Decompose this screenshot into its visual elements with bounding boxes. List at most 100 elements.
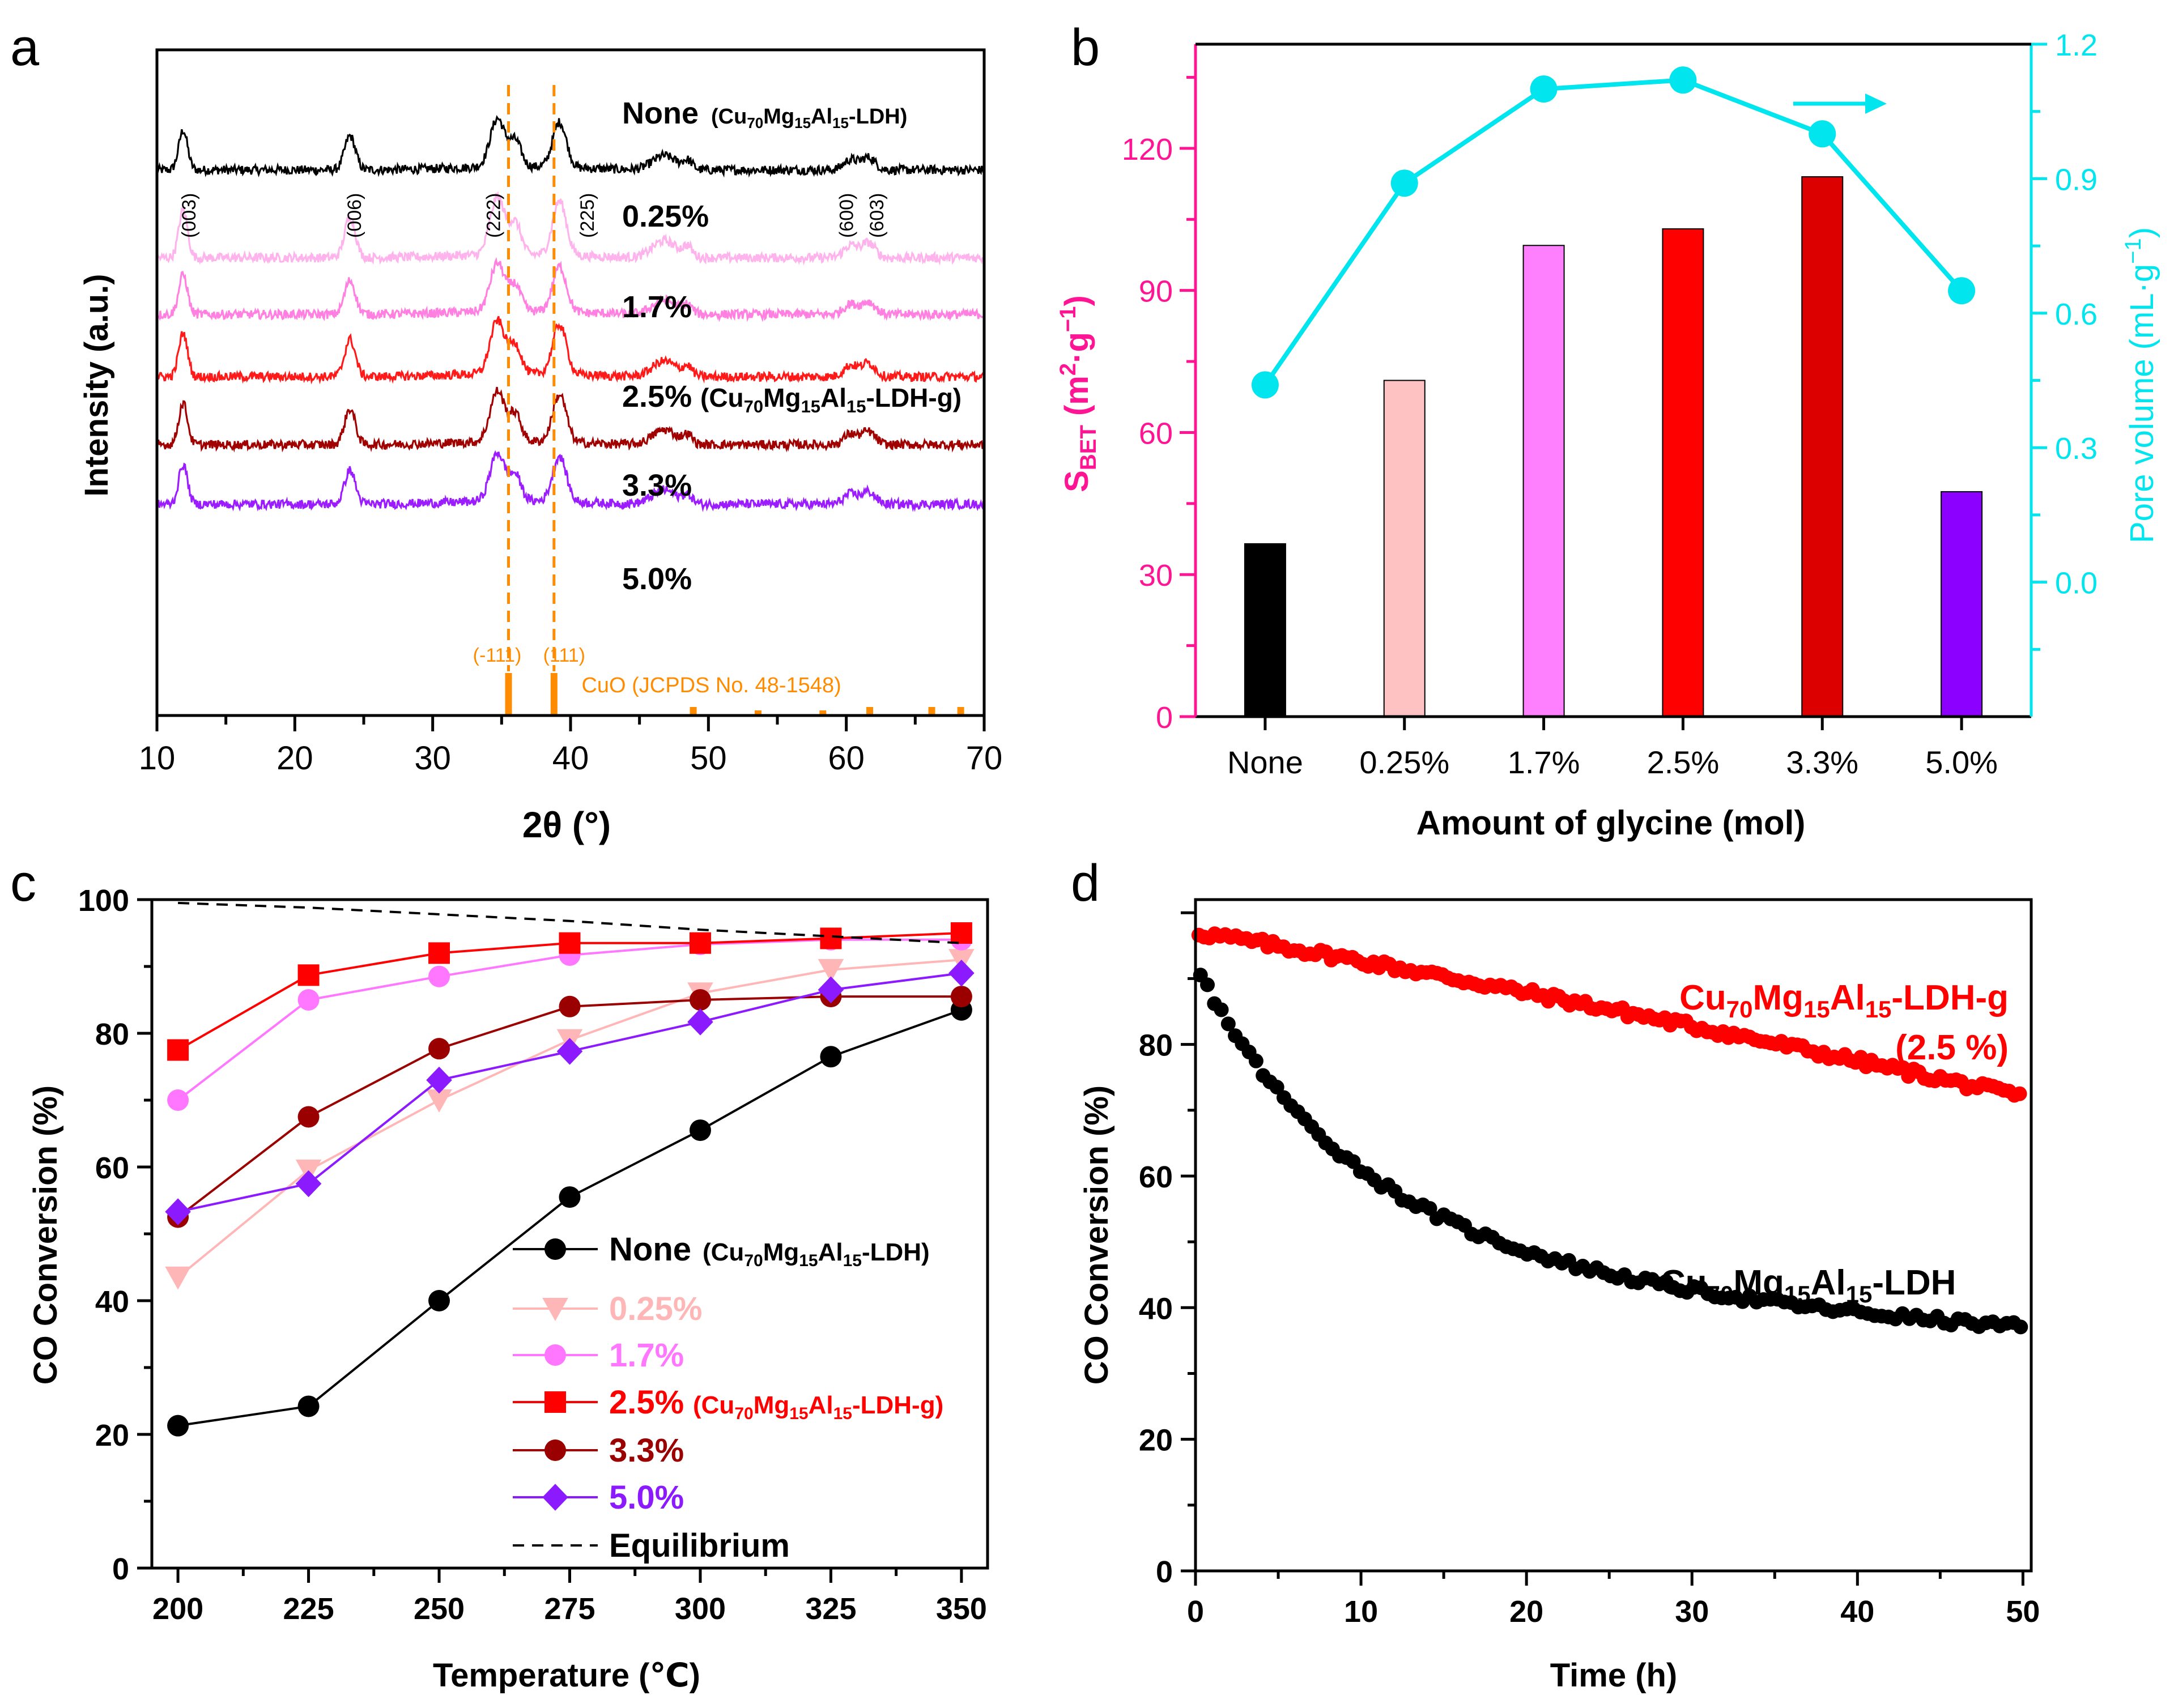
peak-label: (222) [483,193,505,238]
conversion-point-3.3% [689,989,711,1011]
pore-volume-point-None [1251,371,1279,399]
panel-b-y2-label: Pore volume (mL·g−1) [2121,227,2160,543]
cuo-ref-label: (111) [543,645,585,666]
stability-point-ldh [1220,1016,1236,1032]
label-ldh: Cu70Mg15Al15-LDH [1660,1263,1956,1307]
conversion-line-Equilibrium [178,901,962,944]
peak-label: (003) [178,193,200,238]
y-tick-label: 60 [95,1151,129,1185]
x-tick-label: 200 [152,1592,203,1626]
stability-point-ldh [1248,1053,1263,1068]
x-tick-label: 50 [2006,1595,2040,1629]
conversion-point-2.5% [950,922,972,944]
conversion-line-None [177,1008,962,1427]
x-tick-label: 2.5% [1647,744,1720,780]
cuo-ref-label: (-111) [473,645,522,666]
xrd-series-labels: None 0.25% 1.7% 2.5% 3.3% 5.0% (Cu70Mg15Al15-L… [622,96,962,596]
x-tick-label: 70 [966,740,1003,777]
y-tick-label: 60 [1139,416,1173,450]
y-tick-label: 120 [1122,133,1173,167]
conversion-point-3.3% [428,1038,450,1060]
conversion-point-5.0% [948,960,975,987]
conversion-point-3.3% [559,995,581,1017]
conversion-point-5.0% [426,1066,452,1094]
legend-label-0.25%: 0.25% [609,1290,702,1327]
cuo-ref-line-6 [928,707,935,715]
panel-d-stability: 0 10 20 30 40 50 0 20 40 60 80 Time (h) CO Convers… [1078,898,2040,1694]
panel-b-bet: None 0.25% 1.7% 2.5% 3.3% 5.0% 0 30 60 90 120 0.0 0.… [1056,28,2160,842]
panel-b-y-label: SBET (m2·g−1) [1056,295,1101,492]
legend-label-1.7%: 1.7% [609,1337,684,1374]
pore-volume-point-2.5% [1669,66,1697,94]
conversion-point-None [559,1186,581,1208]
y2-tick-label: 0.0 [2055,567,2098,600]
panel-c-conversion: 200 225 250 275 300 325 350 0 20 40 60 80 100 None 0.… [27,884,989,1694]
conversion-point-2.5% [820,927,842,949]
y-tick-label: 20 [95,1419,129,1453]
conversion-curves [165,901,975,1437]
x-tick-label: 5.0% [1925,744,1998,780]
peak-label: (603) [866,193,888,238]
xrd-peak-labels: (003) (006) (222) (225) (600) (603) [178,193,888,238]
xrd-label-0.25%: 0.25% [622,199,709,233]
y-tick-label: 0 [1156,701,1173,735]
xrd-curve-3.3% [156,386,985,453]
cuo-ref-line-7 [957,707,964,715]
conversion-point-2.5% [559,932,581,954]
legend-label-None: None [609,1231,691,1268]
x-tick-label: 325 [805,1592,856,1626]
x-tick-label: 20 [1509,1595,1543,1629]
panel-a-xrd: (-111) (111) CuO (JCPDS No. 48-1548) 10 20 3… [78,48,1003,845]
x-tick-label: 10 [139,740,176,777]
panel-d-frame [1194,898,2033,1573]
panel-letter-c: c [10,854,36,912]
legend-marker-None [544,1238,566,1260]
xrd-label-2.5%: 2.5% [622,380,692,414]
pore-volume-point-3.3% [1809,120,1836,148]
conversion-point-5.0% [687,1008,713,1036]
conversion-point-None [297,1395,320,1417]
xrd-label-1.7%: 1.7% [622,290,692,324]
y2-tick-label: 0.9 [2055,163,2098,197]
peak-label: (600) [836,193,858,238]
bar-1.7% [1522,245,1565,717]
legend-note-2.5: (Cu70Mg15Al15-LDH-g) [693,1391,943,1423]
x-tick-label: 1.7% [1508,744,1580,780]
y-tick-label: 20 [1139,1424,1173,1458]
xrd-curve-2.5% [156,316,984,385]
conversion-point-0.25% [165,1266,191,1290]
panel-d-x-label: Time (h) [1550,1657,1678,1694]
cuo-ref-name: CuO (JCPDS No. 48-1548) [581,674,841,697]
conversion-point-1.7% [297,989,320,1011]
conversion-point-None [428,1290,450,1311]
panel-letter-d: d [1071,854,1100,912]
conversion-point-1.7% [167,1089,189,1111]
cuo-ref-line-0 [505,673,512,715]
legend-marker-2.5% [544,1391,566,1413]
y-tick-label: 30 [1139,559,1173,593]
sbet-bars [1244,176,1983,718]
x-tick-label: 30 [414,740,451,777]
legend-note-none: (Cu70Mg15Al15-LDH) [703,1238,930,1270]
conversion-point-1.7% [428,965,450,987]
panel-a-x-label: 2θ (°) [522,804,611,845]
x-tick-label: 0.25% [1359,744,1449,780]
pore-volume-point-5.0% [1948,277,1976,305]
cuo-ref-line-5 [866,707,874,715]
bar-3.3% [1801,176,1844,717]
xrd-curves [156,115,985,512]
panel-a-x-ticks: 10 20 30 40 50 60 70 [139,715,1003,777]
cuo-ref-line-4 [819,710,827,715]
panel-c-axes: 200 225 250 275 300 325 350 0 20 40 60 80 100 [78,884,987,1626]
stability-points [1191,926,2028,1335]
conversion-point-2.5% [167,1039,189,1061]
legend-marker-5.0% [542,1484,568,1511]
panel-letter-b: b [1071,19,1100,76]
bar-None [1244,543,1286,718]
peak-label: (225) [577,193,598,238]
conversion-point-5.0% [165,1198,191,1225]
x-tick-label: 300 [675,1592,726,1626]
x-tick-label: 40 [552,740,589,777]
conversion-point-3.3% [297,1106,320,1128]
